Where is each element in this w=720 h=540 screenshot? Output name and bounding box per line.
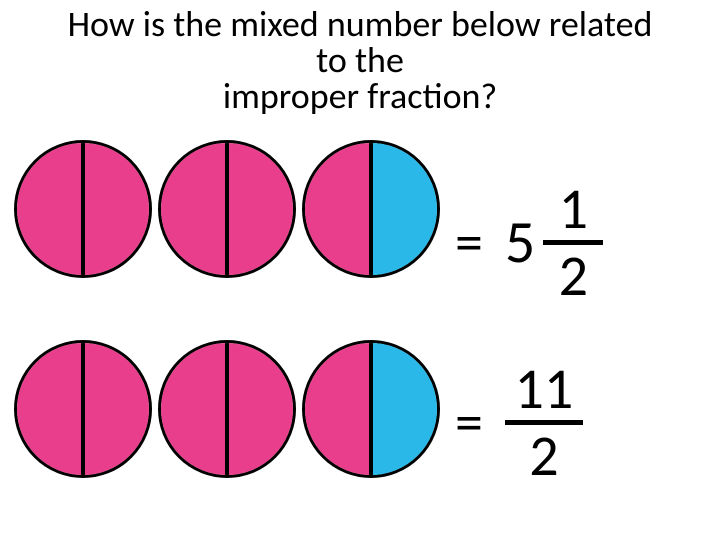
improper-fraction-equation: = 11 2: [455, 360, 583, 485]
half-left: [305, 343, 371, 475]
half-right: [83, 343, 149, 475]
fraction: 1 2: [543, 180, 603, 305]
fraction-circle: [14, 340, 152, 478]
heading-line-3: improper fraction?: [0, 78, 720, 116]
half-right: [371, 143, 437, 275]
circle-divider: [225, 143, 229, 275]
fraction-circle: [302, 340, 440, 478]
circle-row-2: [14, 340, 440, 478]
mixed-number-equation: = 5 1 2: [455, 180, 603, 305]
numerator: 1: [559, 180, 588, 238]
half-left: [17, 143, 83, 275]
half-left: [161, 143, 227, 275]
fraction-circle: [158, 340, 296, 478]
circle-divider: [369, 143, 373, 275]
half-right: [227, 143, 293, 275]
circle-divider: [225, 343, 229, 475]
denominator: 2: [529, 427, 558, 485]
circle-divider: [81, 143, 85, 275]
half-left: [305, 143, 371, 275]
half-left: [17, 343, 83, 475]
half-left: [161, 343, 227, 475]
whole-number: 5: [505, 206, 535, 279]
equals-sign: =: [455, 389, 483, 457]
equals-sign: =: [455, 209, 483, 277]
circle-divider: [369, 343, 373, 475]
fraction-circle: [158, 140, 296, 278]
circle-divider: [81, 343, 85, 475]
half-right: [83, 143, 149, 275]
fraction: 11 2: [505, 360, 583, 485]
numerator: 11: [514, 360, 573, 418]
half-right: [227, 343, 293, 475]
fraction-circle: [302, 140, 440, 278]
slide: How is the mixed number below related to…: [0, 0, 720, 540]
fraction-circle: [14, 140, 152, 278]
half-right: [371, 343, 437, 475]
denominator: 2: [559, 247, 588, 305]
circle-row-1: [14, 140, 440, 278]
